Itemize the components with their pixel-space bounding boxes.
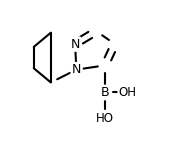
- Text: N: N: [72, 63, 81, 76]
- Text: B: B: [101, 86, 109, 99]
- Text: OH: OH: [119, 86, 137, 99]
- Text: N: N: [70, 38, 80, 51]
- Text: HO: HO: [96, 112, 114, 125]
